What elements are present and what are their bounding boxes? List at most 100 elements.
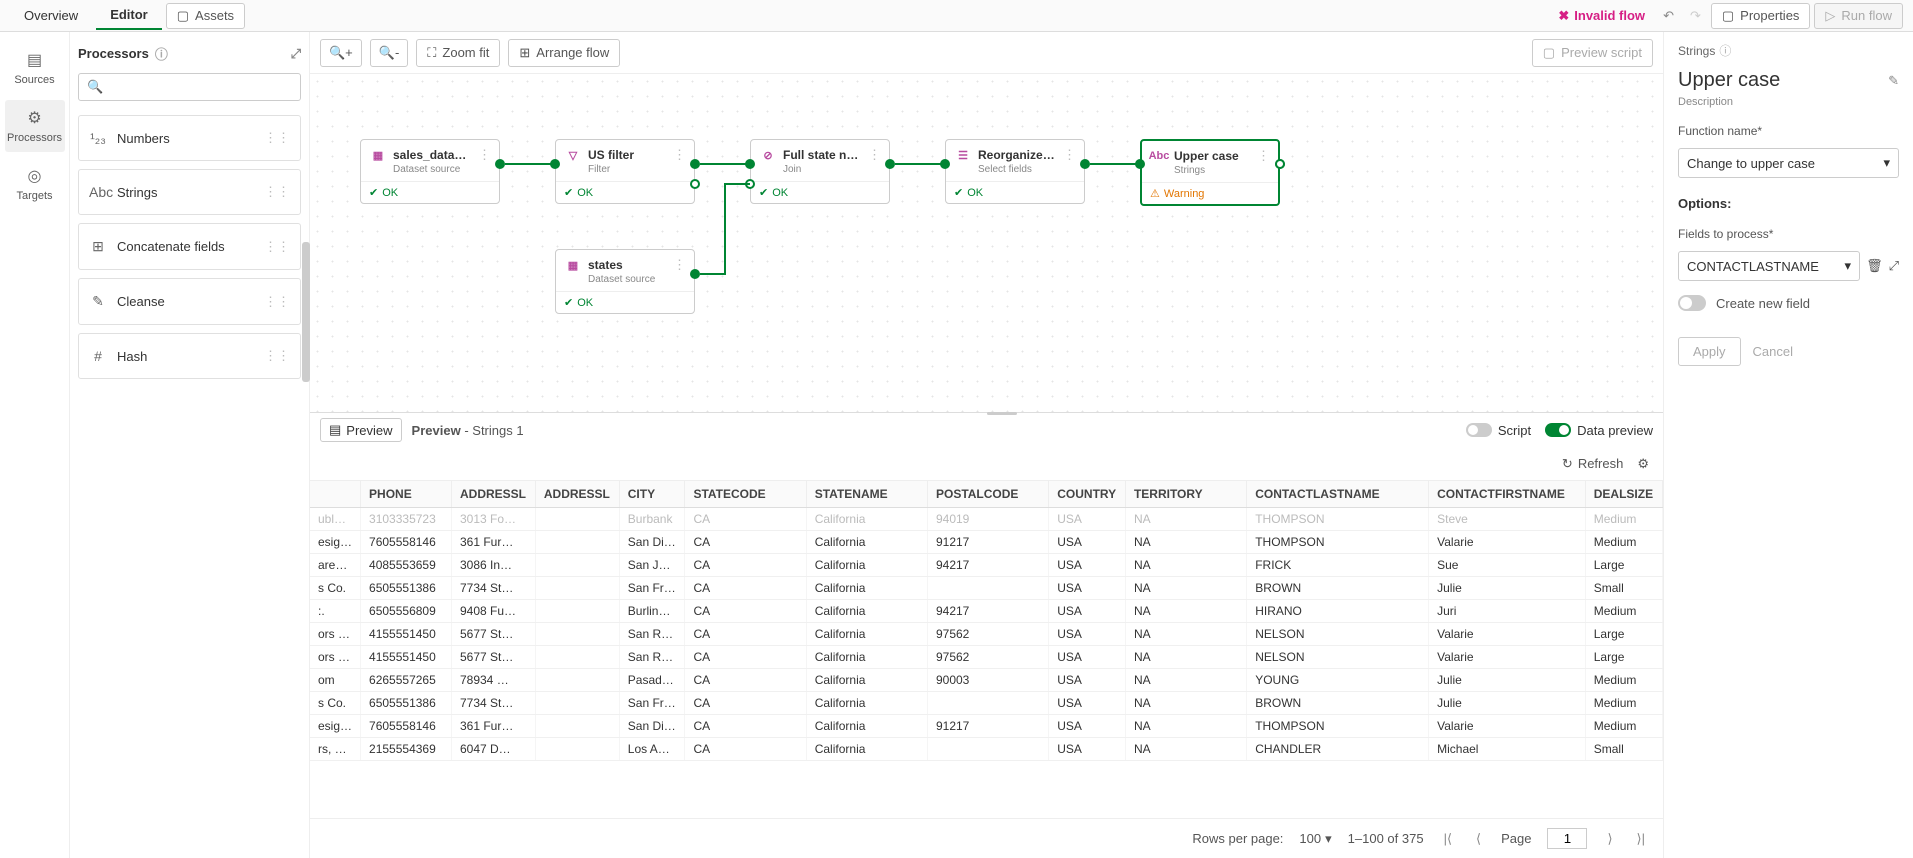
settings-icon[interactable]: ⚙	[1637, 456, 1649, 472]
tab-editor[interactable]: Editor	[96, 1, 162, 30]
table-row[interactable]: om626555726578934 …PasadenaCACalifornia9…	[310, 668, 1663, 691]
resize-grip[interactable]	[987, 412, 1017, 415]
last-page-button[interactable]: ⟩|	[1633, 831, 1649, 847]
preview-toggle[interactable]: ▤ Preview	[320, 418, 402, 442]
rail-sources[interactable]: ▤ Sources	[5, 42, 65, 94]
assets-button[interactable]: ▢ Assets	[166, 3, 245, 29]
table-row[interactable]: ors Ltd.41555514505677 St…San Raf…CACali…	[310, 622, 1663, 645]
processor-item-concatenate-fields[interactable]: ⊞ Concatenate fields ⋮⋮	[78, 223, 301, 270]
column-header[interactable]: COUNTRY	[1049, 481, 1126, 508]
column-header[interactable]: PHONE	[361, 481, 452, 508]
scrollbar-thumb[interactable]	[302, 242, 310, 382]
flow-node-n2[interactable]: ▽ US filter ⋮ Filter ✔OK	[555, 139, 695, 204]
tab-overview[interactable]: Overview	[10, 2, 92, 29]
column-header[interactable]: ADDRESSL	[451, 481, 535, 508]
arrange-icon: ⊞	[519, 45, 530, 61]
column-header[interactable]: CITY	[619, 481, 685, 508]
edit-icon[interactable]: ✎	[1888, 73, 1899, 89]
node-menu-icon[interactable]: ⋮	[673, 257, 686, 273]
column-header[interactable]: TERRITORY	[1125, 481, 1246, 508]
table-row[interactable]: :.65055568099408 Fu…Burling…CACalifornia…	[310, 599, 1663, 622]
panel-icon: ▢	[1722, 8, 1734, 24]
flow-port[interactable]	[1135, 159, 1145, 169]
flow-port[interactable]	[495, 159, 505, 169]
table-row[interactable]: rs, Ltd.21555543696047 D…Los Ang…CACalif…	[310, 737, 1663, 760]
flow-node-n1[interactable]: ▦ sales_data_sample ⋮ Dataset source ✔OK	[360, 139, 500, 204]
flow-node-n6[interactable]: ▦ states ⋮ Dataset source ✔OK	[555, 249, 695, 314]
table-row[interactable]: ubles…31033357233013 Fo…BurbankCACalifor…	[310, 507, 1663, 530]
column-header[interactable]: STATECODE	[685, 481, 806, 508]
next-page-button[interactable]: ⟩	[1603, 831, 1616, 847]
column-header[interactable]: CONTACTLASTNAME	[1247, 481, 1429, 508]
node-subtitle: Dataset source	[556, 274, 694, 291]
flow-port[interactable]	[745, 179, 755, 189]
flow-port[interactable]	[745, 159, 755, 169]
flow-port[interactable]	[690, 179, 700, 189]
rows-per-page-select[interactable]: 100▾	[1299, 831, 1331, 847]
flow-port[interactable]	[550, 159, 560, 169]
column-header[interactable]: DEALSIZE	[1585, 481, 1662, 508]
expand-icon[interactable]: ⤢	[1889, 258, 1899, 274]
run-flow-button[interactable]: ▷ Run flow	[1814, 3, 1903, 29]
node-menu-icon[interactable]: ⋮	[673, 147, 686, 163]
data-source-icon: ▤	[5, 50, 65, 70]
help-icon[interactable]: ⓘ	[155, 44, 168, 63]
table-row[interactable]: s Co.65055513867734 St…San Fra…CACalifor…	[310, 691, 1663, 714]
undo-button[interactable]: ↶	[1657, 4, 1680, 28]
script-toggle[interactable]	[1466, 423, 1492, 437]
create-field-toggle[interactable]	[1678, 295, 1706, 311]
info-icon[interactable]: ⓘ	[1719, 42, 1731, 59]
redo-button[interactable]: ↷	[1684, 4, 1707, 28]
node-title: US filter	[588, 148, 667, 162]
node-menu-icon[interactable]: ⋮	[478, 147, 491, 163]
zoom-in-button[interactable]: 🔍+	[320, 39, 362, 67]
node-menu-icon[interactable]: ⋮	[1257, 148, 1270, 164]
table-row[interactable]: esign…7605558146361 Fur…San DiegoCACalif…	[310, 714, 1663, 737]
delete-icon[interactable]: 🗑	[1866, 258, 1883, 274]
arrange-flow-button[interactable]: ⊞ Arrange flow	[508, 39, 620, 67]
page-input[interactable]	[1547, 828, 1587, 849]
flow-port[interactable]	[1080, 159, 1090, 169]
flow-port[interactable]	[1275, 159, 1285, 169]
column-header[interactable]: POSTALCODE	[927, 481, 1048, 508]
properties-button[interactable]: ▢ Properties	[1711, 3, 1811, 29]
apply-button[interactable]: Apply	[1678, 337, 1741, 366]
processor-item-strings[interactable]: Abc Strings ⋮⋮	[78, 169, 301, 215]
flow-canvas[interactable]: ▦ sales_data_sample ⋮ Dataset source ✔OK…	[310, 74, 1663, 412]
processor-item-hash[interactable]: # Hash ⋮⋮	[78, 333, 301, 379]
preview-script-button[interactable]: ▢ Preview script	[1532, 39, 1653, 67]
flow-node-n5[interactable]: Abc Upper case ⋮ Strings ⚠Warning	[1140, 139, 1280, 206]
first-page-button[interactable]: |⟨	[1440, 831, 1456, 847]
rail-targets[interactable]: ◎ Targets	[5, 158, 65, 210]
zoom-fit-button[interactable]: ⛶ Zoom fit	[416, 39, 500, 67]
flow-port[interactable]	[940, 159, 950, 169]
flow-port[interactable]	[690, 269, 700, 279]
node-menu-icon[interactable]: ⋮	[868, 147, 881, 163]
column-header[interactable]: ADDRESSL	[535, 481, 619, 508]
column-header[interactable]	[310, 481, 361, 508]
fields-select[interactable]: CONTACTLASTNAME ▾	[1678, 251, 1860, 281]
flow-port[interactable]	[690, 159, 700, 169]
processor-item-numbers[interactable]: ¹₂₃ Numbers ⋮⋮	[78, 115, 301, 161]
node-menu-icon[interactable]: ⋮	[1063, 147, 1076, 163]
flow-node-n4[interactable]: ☰ Reorganize states f… ⋮ Select fields ✔…	[945, 139, 1085, 204]
cancel-button[interactable]: Cancel	[1753, 344, 1793, 359]
processor-search[interactable]: 🔍	[78, 73, 301, 101]
table-row[interactable]: areho…40855536593086 In…San JoseCACalifo…	[310, 553, 1663, 576]
rail-processors[interactable]: ⚙ Processors	[5, 100, 65, 152]
collapse-icon[interactable]: ⤢	[291, 46, 301, 62]
column-header[interactable]: STATENAME	[806, 481, 927, 508]
refresh-button[interactable]: ↻ Refresh	[1562, 456, 1623, 472]
zoom-out-button[interactable]: 🔍-	[370, 39, 409, 67]
prev-page-button[interactable]: ⟨	[1472, 831, 1485, 847]
table-row[interactable]: esign…7605558146361 Fur…San DiegoCACalif…	[310, 530, 1663, 553]
data-preview-toggle[interactable]	[1545, 423, 1571, 437]
table-row[interactable]: ors Ltd.41555514505677 St…San Raf…CACali…	[310, 645, 1663, 668]
processor-item-cleanse[interactable]: ✎ Cleanse ⋮⋮	[78, 278, 301, 325]
flow-port[interactable]	[885, 159, 895, 169]
column-header[interactable]: CONTACTFIRSTNAME	[1429, 481, 1586, 508]
function-name-select[interactable]: Change to upper case ▾	[1678, 148, 1899, 178]
flow-node-n3[interactable]: ⊘ Full state names ⋮ Join ✔OK	[750, 139, 890, 204]
table-row[interactable]: s Co.65055513867734 St…San Fra…CACalifor…	[310, 576, 1663, 599]
ok-icon: ✔	[759, 186, 768, 199]
